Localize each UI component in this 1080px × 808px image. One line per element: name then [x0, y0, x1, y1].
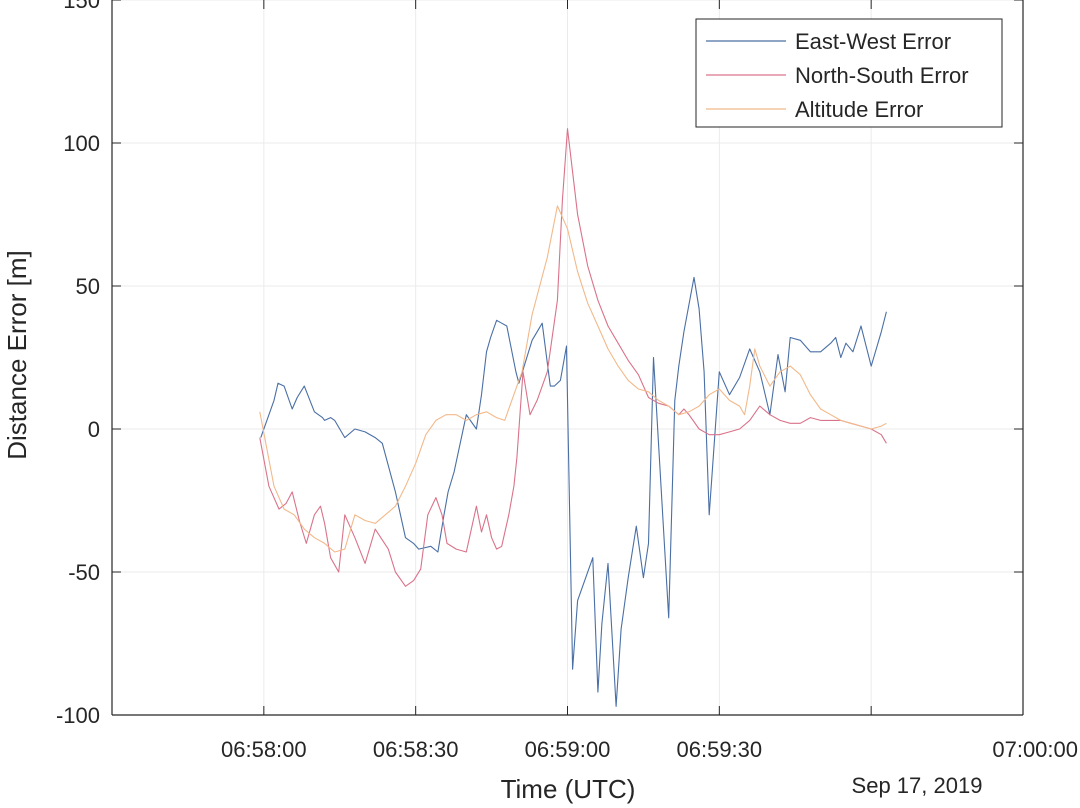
y-tick-label: 0 [88, 417, 100, 442]
y-tick-label: 150 [63, 0, 100, 13]
legend-label-3: Altitude Error [795, 97, 923, 122]
y-ticks: 150 100 50 0 -50 -100 [56, 0, 1023, 728]
y-tick-label: 100 [63, 131, 100, 156]
date-label: Sep 17, 2019 [852, 773, 983, 798]
legend: East-West Error North-South Error Altitude… [695, 18, 1003, 128]
x-tick-label: 06:58:00 [221, 737, 307, 762]
x-axis-title: Time (UTC) [501, 774, 636, 804]
series-line-2 [259, 128, 887, 587]
series-line-1 [260, 276, 887, 707]
y-tick-label: -50 [68, 560, 100, 585]
legend-label-2: North-South Error [795, 63, 969, 88]
series-lines [259, 128, 887, 707]
x-tick-label: 06:59:30 [677, 737, 763, 762]
series-line-3 [259, 205, 887, 553]
x-ticks: 06:58:00 06:58:30 06:59:00 06:59:30 07:00:00 [221, 0, 1078, 762]
x-tick-label: 06:58:30 [373, 737, 459, 762]
x-tick-label: 06:59:00 [525, 737, 611, 762]
y-tick-label: -100 [56, 703, 100, 728]
y-tick-label: 50 [76, 274, 100, 299]
x-tick-label: 07:00:00 [992, 737, 1078, 762]
legend-label-1: East-West Error [795, 29, 951, 54]
y-axis-title: Distance Error [m] [2, 250, 32, 460]
